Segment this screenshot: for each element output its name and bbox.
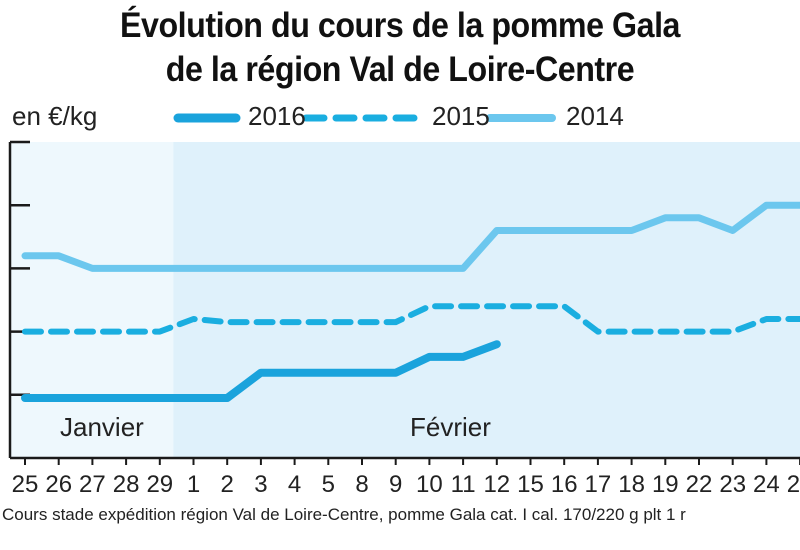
x-tick-label: 24 (753, 471, 780, 498)
x-tick-label: 19 (652, 471, 679, 498)
x-tick-label: 2 (221, 471, 234, 498)
plot-band-janvier (10, 142, 174, 458)
x-tick-label: 27 (79, 471, 106, 498)
x-tick-label: 15 (517, 471, 544, 498)
series-line-2016 (21, 340, 501, 402)
x-tick-label: 11 (451, 471, 476, 498)
series-line-2014 (21, 201, 800, 272)
x-tick-label: 25 (787, 471, 800, 498)
x-tick-label: 16 (551, 471, 578, 498)
chart-title-line2: de la région Val de Loire-Centre (165, 50, 635, 89)
x-tick-label: 25 (12, 471, 39, 498)
x-tick-label: 28 (113, 471, 140, 498)
chart-title-line1: Évolution du cours de la pomme Gala (119, 6, 681, 45)
legend-label-2016: 2016 (248, 101, 306, 131)
x-tick-label: 29 (146, 471, 173, 498)
legend-label-2014: 2014 (566, 101, 624, 131)
series-line-2015 (22, 303, 800, 335)
month-label-fevrier: Février (410, 412, 491, 442)
x-tick-label: 9 (389, 471, 402, 498)
x-tick-label: 10 (416, 471, 443, 498)
chart-footnote: Cours stade expédition région Val de Loi… (2, 505, 686, 524)
y-axis-unit: en €/kg (12, 101, 98, 131)
x-tick-label: 18 (618, 471, 645, 498)
x-tick-label: 4 (288, 471, 301, 498)
legend-label-2015: 2015 (432, 101, 490, 131)
month-label-janvier: Janvier (60, 412, 144, 442)
x-tick-label: 8 (355, 471, 368, 498)
x-tick-label: 26 (45, 471, 72, 498)
x-tick-label: 22 (686, 471, 713, 498)
x-tick-label: 12 (483, 471, 510, 498)
x-tick-label: 5 (322, 471, 335, 498)
x-tick-label: 1 (187, 471, 200, 498)
x-tick-label: 17 (585, 471, 612, 498)
x-tick-label: 23 (719, 471, 746, 498)
plot-band-fevrier (173, 142, 800, 458)
x-tick-label: 3 (254, 471, 267, 498)
